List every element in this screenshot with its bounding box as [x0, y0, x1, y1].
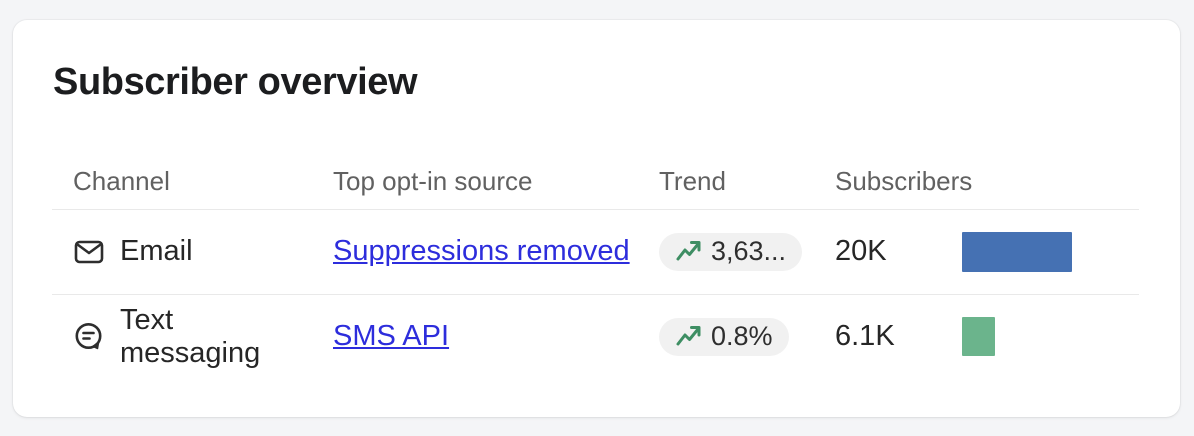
subscribers-value: 6.1K	[835, 320, 895, 353]
source-link[interactable]: SMS API	[333, 320, 450, 353]
table-row: Text messaging SMS API 0.8% 6.1K	[52, 295, 1139, 379]
subscribers-cell: 6.1K	[814, 320, 941, 353]
column-header-source: Top opt-in source	[333, 165, 533, 196]
trend-cell: 3,63...	[638, 232, 814, 271]
subscriber-overview-card: Subscriber overview Channel Top opt-in s…	[13, 20, 1180, 417]
subscriber-table: Channel Top opt-in source Trend Subscrib…	[52, 166, 1139, 379]
channel-cell: Text messaging	[52, 304, 312, 370]
subscribers-bar	[962, 231, 1072, 272]
trending-up-icon	[676, 241, 701, 261]
column-header-channel: Channel	[73, 165, 170, 196]
table-row: Email Suppressions removed 3,63... 20K	[52, 210, 1139, 295]
trend-badge: 0.8%	[659, 317, 789, 356]
bar-cell	[941, 317, 1139, 357]
trend-value: 3,63...	[711, 236, 787, 267]
subscribers-value: 20K	[835, 235, 887, 268]
column-header-subscribers: Subscribers	[835, 165, 973, 196]
source-link[interactable]: Suppressions removed	[333, 235, 630, 268]
subscribers-cell: 20K	[814, 235, 941, 268]
channel-label: Email	[120, 235, 193, 268]
column-header-trend: Trend	[659, 165, 726, 196]
channel-label: Text messaging	[120, 303, 261, 369]
bar-cell	[941, 231, 1139, 272]
chat-icon	[73, 321, 105, 353]
email-icon	[73, 236, 105, 268]
subscribers-bar	[962, 317, 995, 357]
trend-cell: 0.8%	[638, 317, 814, 356]
trend-value: 0.8%	[711, 321, 773, 352]
table-header-row: Channel Top opt-in source Trend Subscrib…	[52, 166, 1139, 210]
channel-cell: Email	[52, 235, 312, 268]
page-title: Subscriber overview	[53, 61, 418, 103]
trend-badge: 3,63...	[659, 232, 803, 271]
source-cell: SMS API	[312, 320, 638, 353]
source-cell: Suppressions removed	[312, 235, 638, 268]
trending-up-icon	[676, 326, 701, 346]
